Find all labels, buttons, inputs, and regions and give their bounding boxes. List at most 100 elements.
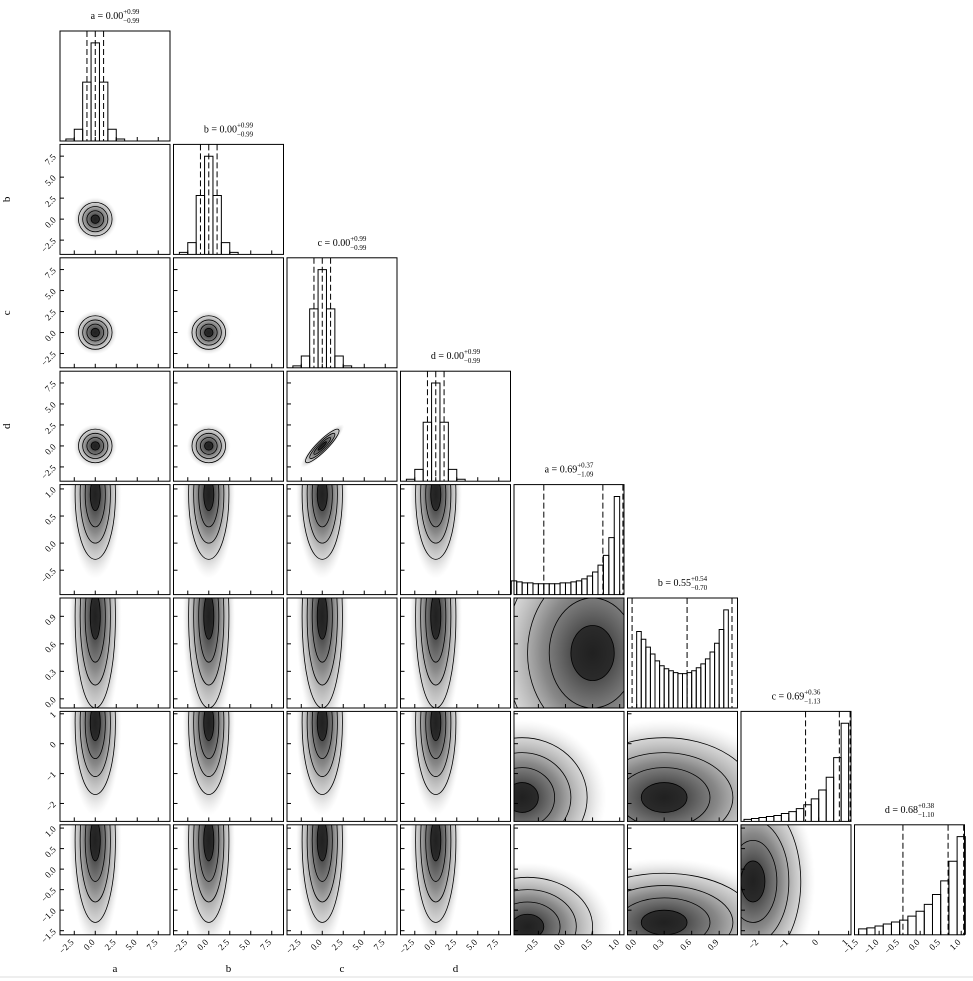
panel-frame	[173, 824, 284, 936]
histogram-bin	[931, 894, 942, 935]
contour	[316, 598, 328, 640]
y-tick-label: 0.0	[43, 328, 58, 343]
y-tick-label: 5.0	[43, 399, 58, 414]
contour	[301, 824, 343, 923]
y-axis-label: d	[1, 423, 13, 429]
contour	[311, 711, 333, 760]
contour	[306, 824, 338, 903]
histogram-bin	[575, 580, 583, 595]
y-tick-label: 0	[48, 739, 59, 750]
y-tick-label: 1.0	[43, 824, 58, 839]
histogram-bin	[780, 813, 790, 822]
histogram-bin	[677, 673, 683, 708]
title-plus: +0.54	[691, 575, 708, 583]
histogram-bin	[700, 663, 706, 708]
contour	[198, 824, 220, 882]
panel-frame	[740, 824, 852, 936]
x-axis-label: d	[453, 963, 459, 975]
contour	[420, 484, 452, 544]
density-panel	[296, 484, 349, 579]
contour	[627, 872, 738, 894]
contour	[188, 711, 230, 795]
histogram-bin	[325, 308, 336, 368]
contour	[430, 824, 442, 862]
x-tick-label: 5.0	[124, 937, 139, 952]
y-axis-label: c	[1, 310, 13, 315]
panel-frame	[400, 484, 511, 596]
contour	[90, 441, 100, 451]
contour	[89, 484, 101, 512]
title-minus: −1.13	[804, 697, 821, 705]
contour	[627, 897, 711, 935]
contour	[195, 432, 222, 459]
contour	[82, 319, 109, 346]
panel-frame	[286, 257, 398, 369]
histogram-bin	[439, 421, 449, 482]
density-panel	[409, 598, 462, 708]
histogram-bin	[803, 804, 812, 822]
histogram-bin	[581, 578, 588, 595]
x-tick-label: −1	[776, 937, 790, 951]
y-tick-label: 0.0	[43, 441, 58, 456]
histogram-bin	[833, 757, 842, 822]
title-plus: +0.99	[464, 348, 481, 356]
contour	[198, 711, 220, 760]
y-tick-label: −0.5	[39, 566, 58, 585]
x-axis-label: a	[113, 963, 118, 975]
title-minus: −0.99	[350, 244, 367, 252]
x-tick-label: 2.5	[216, 937, 231, 952]
panel-frame	[400, 824, 511, 936]
x-tick-label: 1.0	[948, 937, 963, 952]
panel-frame	[627, 824, 738, 936]
contour	[195, 319, 222, 346]
x-tick-label: 0.0	[907, 937, 922, 952]
histogram-bin	[672, 672, 679, 708]
panel-frame	[286, 710, 398, 822]
y-tick-label: −2	[44, 799, 58, 813]
x-tick-label: 0.0	[309, 937, 324, 952]
y-tick-label: 7.5	[43, 378, 58, 393]
x-tick-label: 0.0	[552, 937, 567, 952]
density-panel	[409, 484, 462, 579]
contour	[191, 315, 226, 350]
y-tick-label: −2.5	[39, 462, 58, 481]
histogram-bin	[810, 798, 820, 822]
x-tick-label: 0.0	[422, 937, 437, 952]
contour	[311, 824, 333, 882]
contour	[420, 711, 452, 777]
contour	[199, 437, 218, 455]
title-plus: +0.99	[237, 121, 254, 129]
x-tick-label: 0.5	[927, 937, 942, 952]
histogram-bin	[682, 673, 688, 708]
contour	[514, 876, 593, 935]
panel-frame	[173, 710, 284, 822]
histogram-bin	[795, 808, 805, 822]
contour	[627, 885, 734, 935]
x-tick-label: 2.5	[330, 937, 345, 952]
contour	[79, 711, 111, 777]
density-panel	[186, 310, 231, 355]
title-minus: −0.99	[464, 357, 481, 365]
histogram-bin	[613, 495, 621, 595]
contour	[640, 909, 688, 935]
density-panel	[741, 824, 816, 935]
x-tick-label: −2.5	[171, 937, 190, 956]
y-tick-label: 7.5	[43, 265, 58, 280]
density-panel	[627, 719, 738, 822]
panel-frame	[513, 597, 625, 709]
histogram-title: d = 0.00+0.99 −0.99	[431, 348, 481, 365]
y-tick-label: −1.5	[39, 926, 58, 945]
x-tick-label: 0.6	[678, 937, 693, 952]
contour	[527, 598, 624, 708]
contour	[311, 484, 333, 528]
title-main: a = 0.00	[91, 11, 124, 22]
y-tick-label: 1	[48, 710, 58, 720]
histogram-bin	[107, 128, 117, 141]
title-plus: +0.36	[804, 688, 821, 696]
y-tick-label: −2.5	[39, 236, 58, 255]
panel-frame	[173, 484, 284, 596]
x-tick-label: 5.0	[351, 937, 366, 952]
histogram-bin	[948, 860, 958, 935]
contour	[78, 315, 113, 350]
